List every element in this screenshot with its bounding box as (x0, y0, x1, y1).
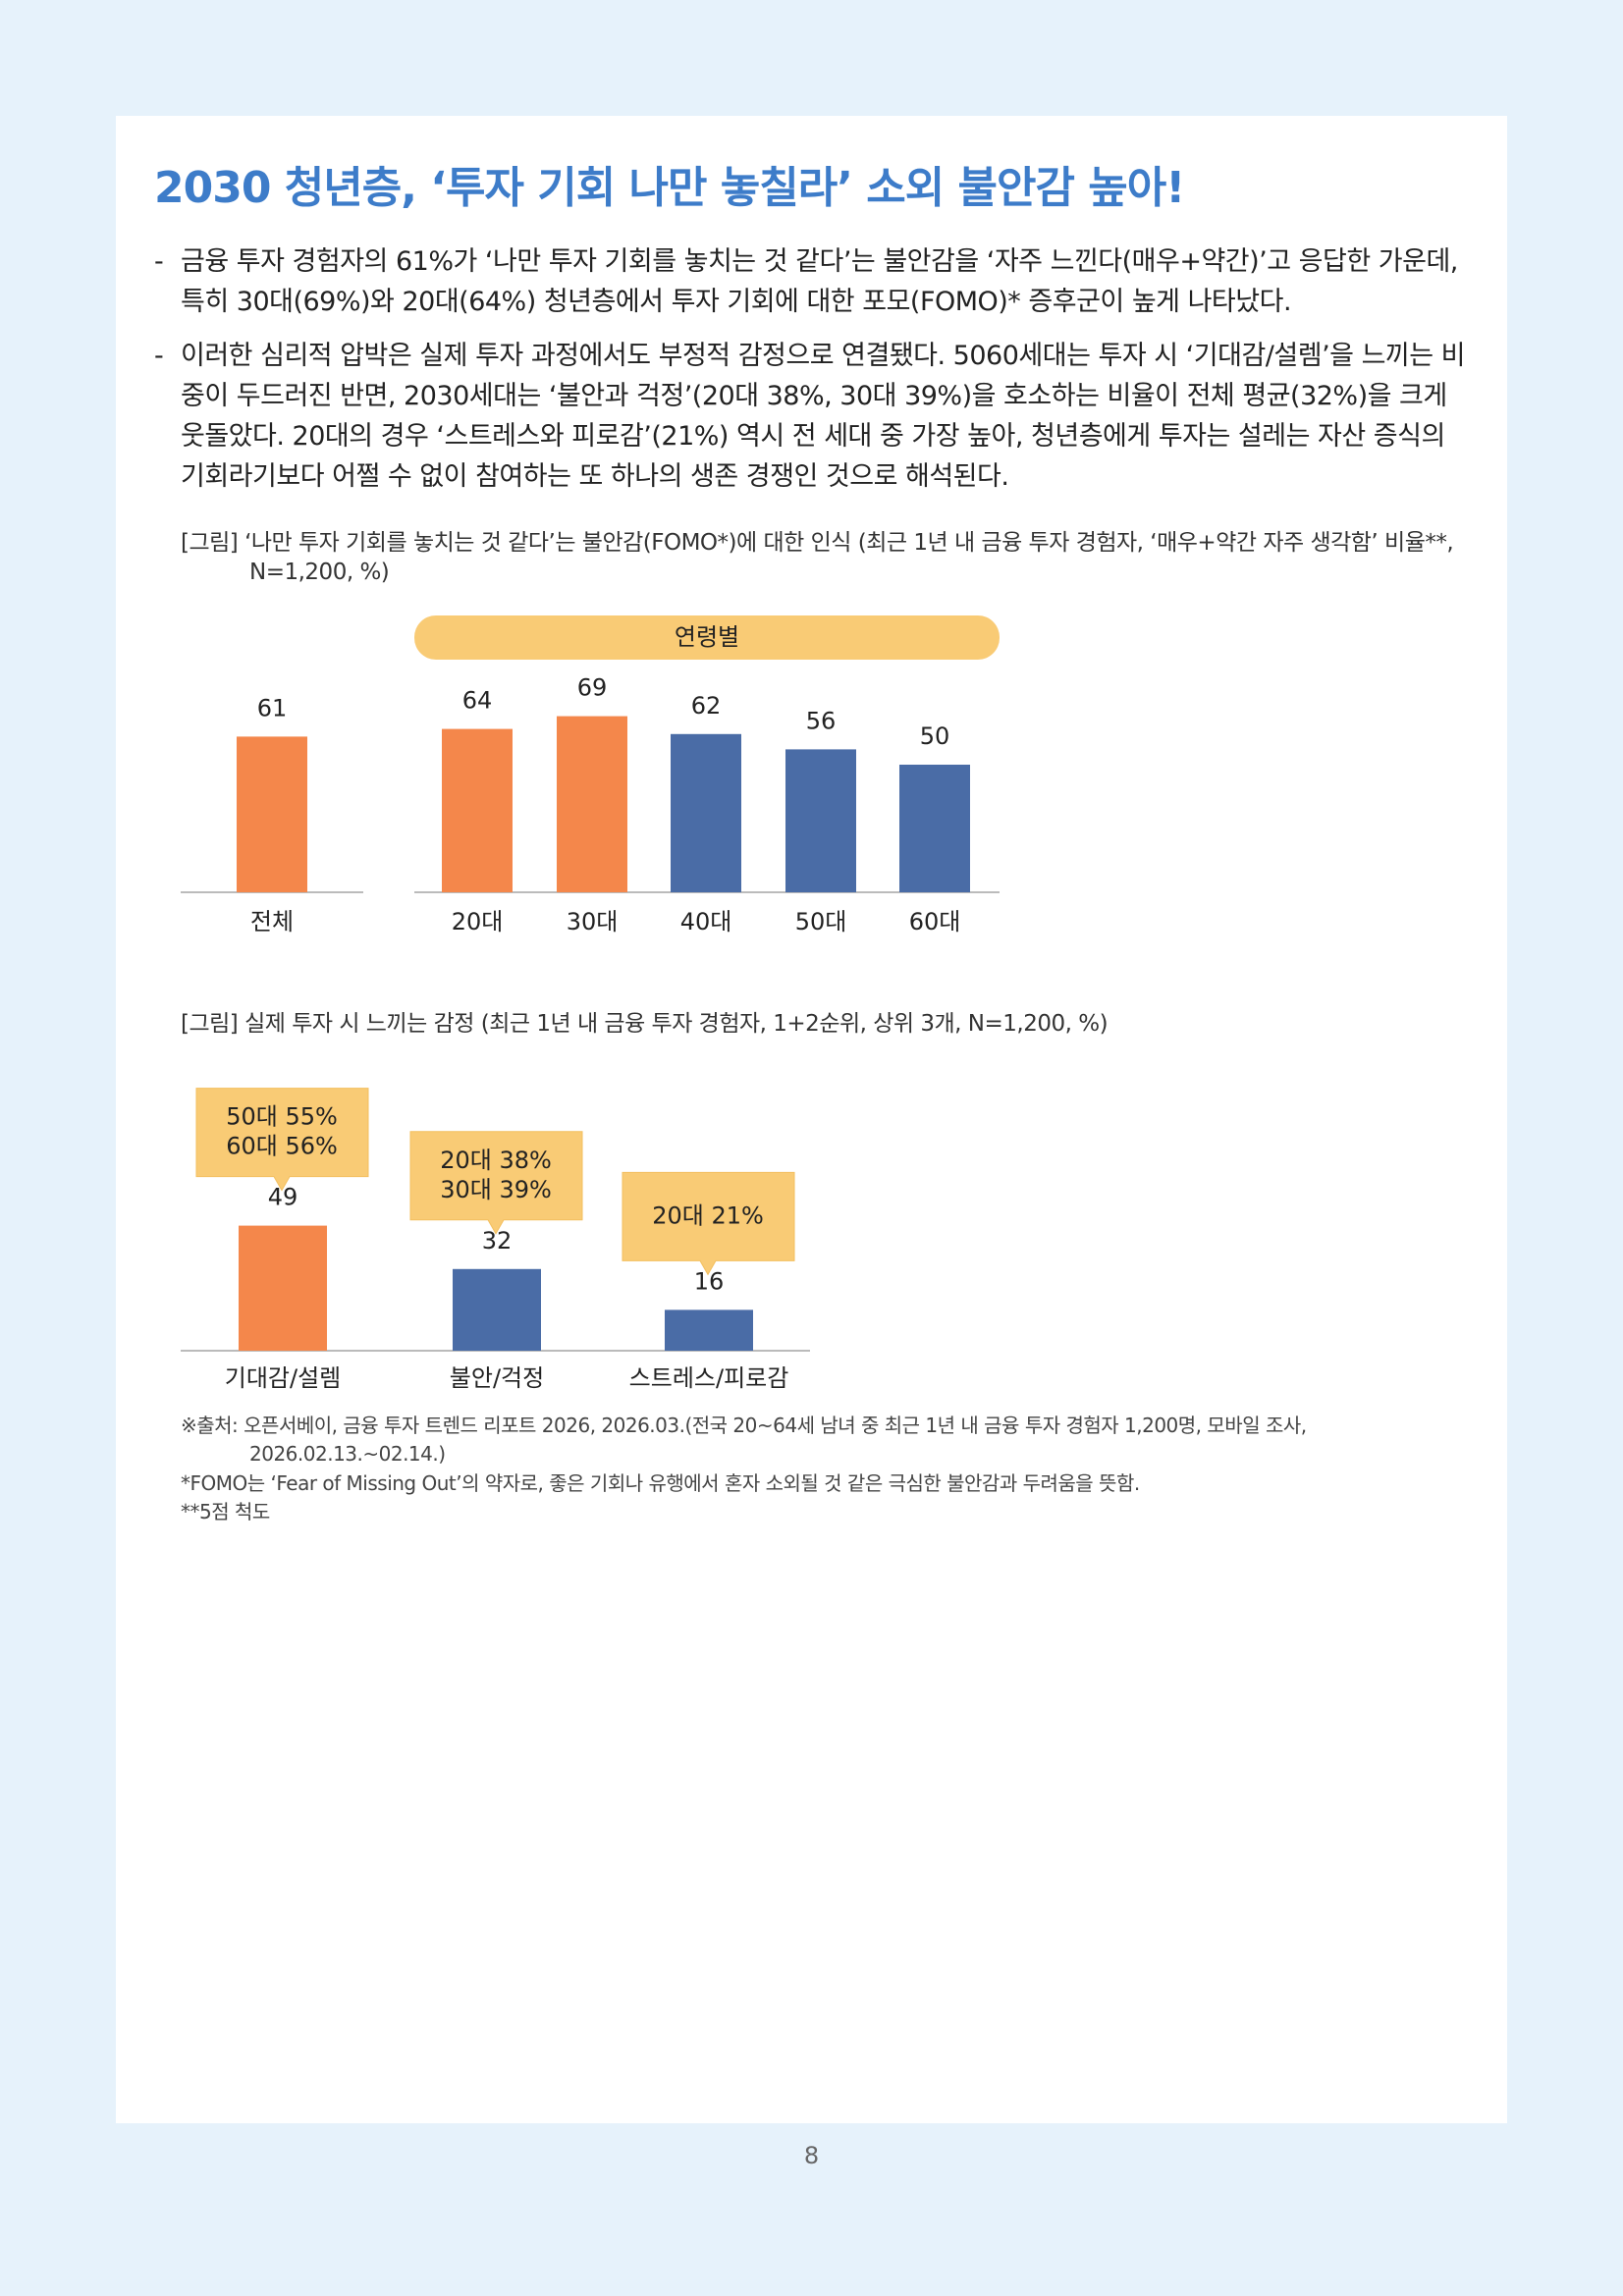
callout-text: 50대 55% (226, 1103, 338, 1131)
bar (665, 1309, 753, 1351)
callout-text: 30대 39% (440, 1176, 552, 1203)
bullet-marker: - (154, 341, 164, 371)
bar (453, 1268, 541, 1351)
bar (785, 749, 856, 892)
title: 2030 청년층, ‘투자 기회 나만 놓칠라’ 소외 불안감 높아! (154, 163, 1185, 213)
bullet-text: 금융 투자 경험자의 61%가 ‘나만 투자 기회를 놓치는 것 같다’는 불안… (181, 246, 1458, 317)
bar (671, 733, 741, 892)
category-label: 50대 (795, 908, 847, 935)
category-label: 40대 (680, 908, 732, 935)
value-label: 50 (920, 722, 950, 750)
category-label: 30대 (567, 908, 619, 935)
category-label: 전체 (250, 908, 294, 935)
category-label: 스트레스/피로감 (629, 1364, 789, 1392)
callout-text: 60대 56% (226, 1133, 338, 1160)
callout-box (622, 1171, 795, 1276)
value-label: 69 (577, 674, 608, 702)
bar (237, 736, 307, 892)
footnote: **5점 척도 (181, 1500, 270, 1523)
bullet-marker: - (154, 246, 164, 277)
category-label: 60대 (909, 908, 961, 935)
bar (557, 716, 627, 892)
category-label: 기대감/설렘 (225, 1364, 342, 1392)
callout-box (409, 1131, 583, 1235)
callout-text: 20대 21% (652, 1201, 764, 1229)
figure-caption: [그림] 실제 투자 시 느끼는 감정 (최근 1년 내 금융 투자 경험자, … (181, 1011, 1109, 1037)
group-label: 연령별 (675, 623, 739, 651)
group-pill (414, 615, 1000, 660)
value-label: 62 (691, 692, 722, 720)
bullet: - 이러한 심리적 압박은 실제 투자 과정에서도 부정적 감정으로 연결됐다. … (154, 336, 1475, 497)
footnote: ※출처: 오픈서베이, 금융 투자 트렌드 리포트 2026, 2026.03.… (181, 1414, 1307, 1466)
callout-box (195, 1088, 369, 1192)
value-label: 64 (462, 687, 493, 715)
bullet: - 금융 투자 경험자의 61%가 ‘나만 투자 기회를 놓치는 것 같다’는 불… (154, 241, 1475, 322)
value-label: 61 (257, 694, 288, 721)
bar (899, 765, 970, 892)
category-label: 20대 (452, 908, 504, 935)
bullet-text: 이러한 심리적 압박은 실제 투자 과정에서도 부정적 감정으로 연결됐다. 5… (181, 341, 1466, 492)
value-label: 56 (806, 707, 837, 734)
bar (239, 1225, 327, 1351)
footnote: *FOMO는 ‘Fear of Missing Out’의 약자로, 좋은 기회… (181, 1471, 1140, 1495)
page-number: 8 (803, 2142, 820, 2169)
callout-text: 20대 38% (440, 1147, 552, 1174)
bar (442, 728, 513, 892)
figure-caption: [그림] ‘나만 투자 기회를 놓치는 것 같다’는 불안감(FOMO*)에 대… (181, 530, 1454, 585)
category-label: 불안/걱정 (450, 1364, 544, 1392)
